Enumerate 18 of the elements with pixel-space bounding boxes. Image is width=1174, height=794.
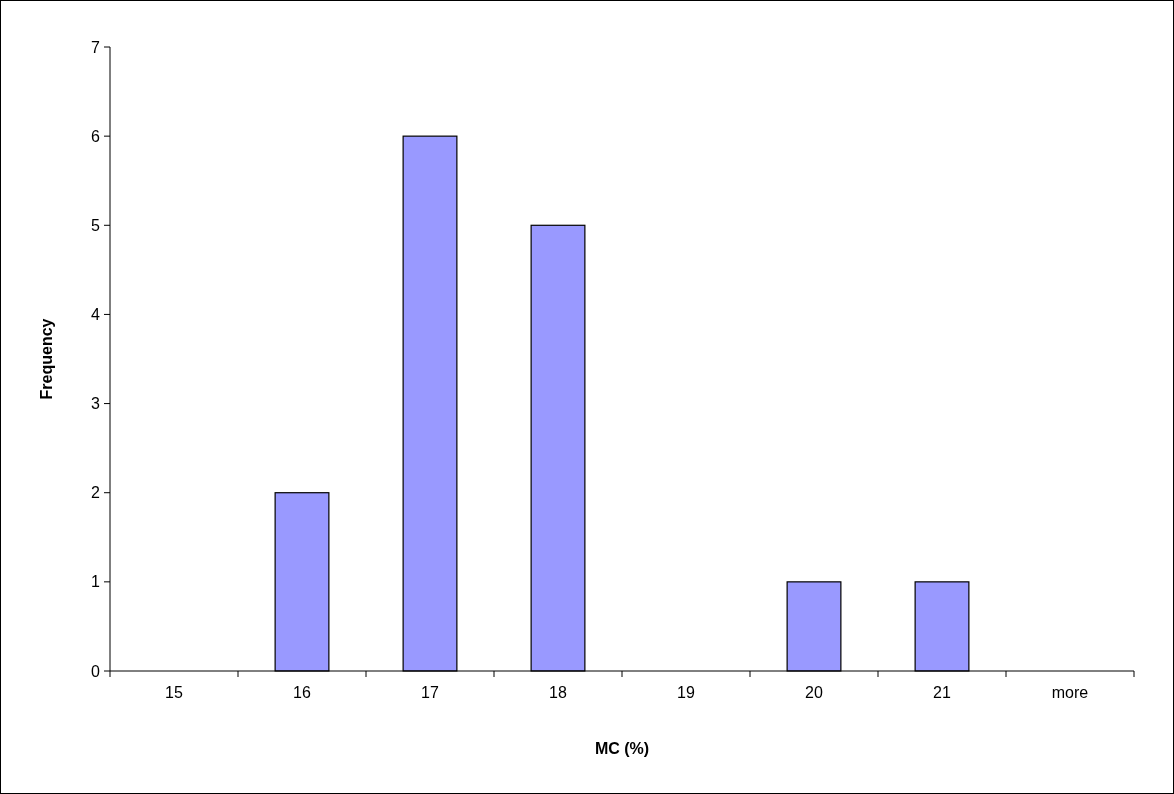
x-tick-label: 20: [805, 684, 823, 701]
y-tick-label: 1: [91, 573, 101, 591]
x-tick-label: 18: [549, 684, 567, 701]
y-tick-label: 7: [91, 38, 101, 56]
y-tick-label: 0: [91, 662, 101, 680]
x-tick-label: 19: [677, 684, 695, 701]
x-tick-label: 16: [293, 684, 311, 701]
y-tick-label: 3: [91, 395, 101, 413]
y-tick-label: 6: [91, 127, 101, 145]
x-tick-label: 17: [421, 684, 439, 701]
y-tick-label: 2: [91, 484, 101, 502]
x-axis-title: MC (%): [594, 740, 650, 757]
x-tick-label: 15: [165, 684, 183, 701]
y-tick-label: 5: [91, 216, 101, 234]
x-tick-label: 21: [933, 684, 951, 701]
y-axis-title: Frequency: [38, 318, 55, 400]
y-tick-label: 4: [91, 306, 101, 324]
x-tick-label: more: [1051, 684, 1089, 701]
